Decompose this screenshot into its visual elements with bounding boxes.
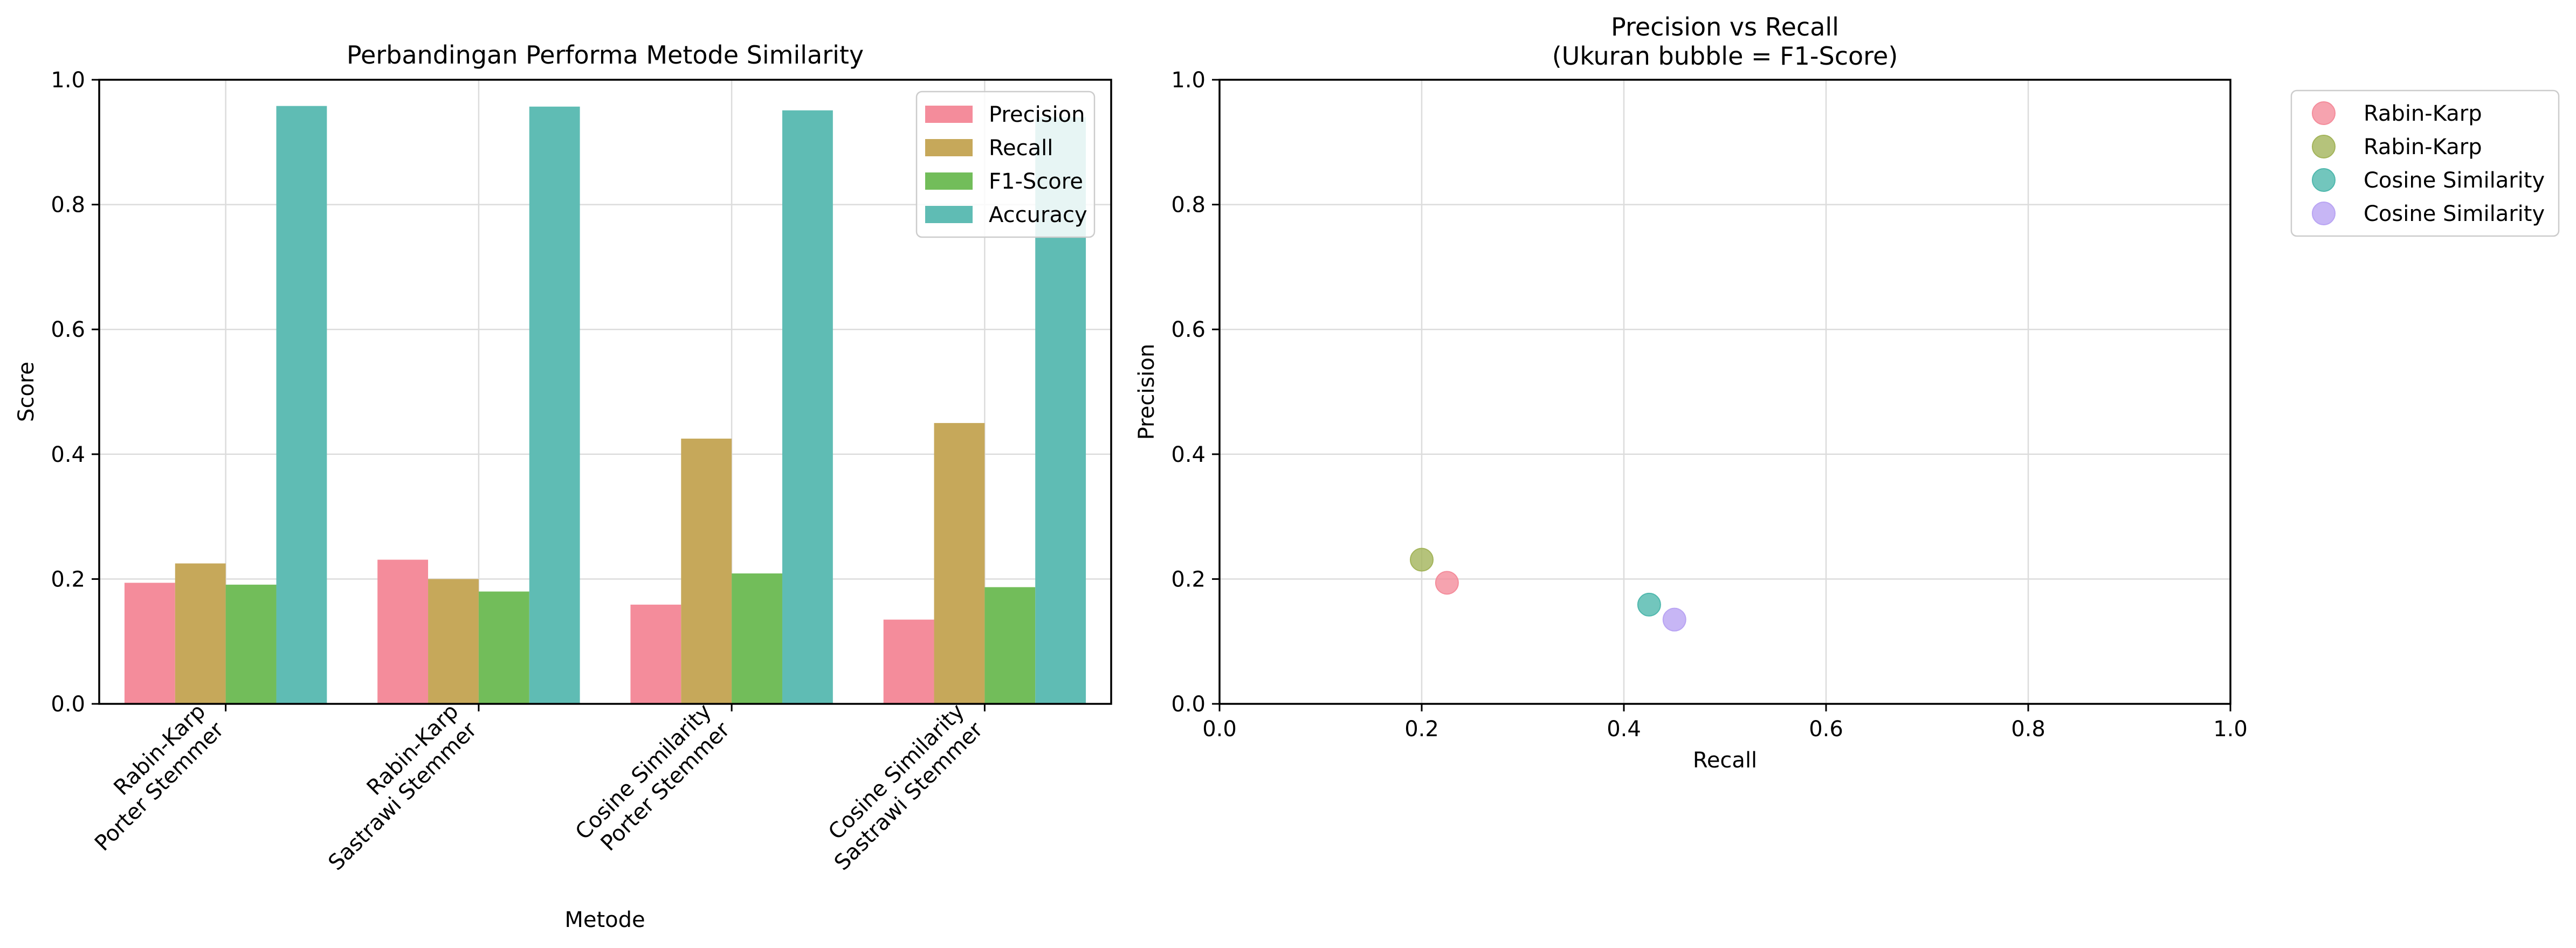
bar-precision [883,619,934,704]
bar-chart-bars [124,106,1086,704]
scatter-x-tick-label: 0.2 [1404,717,1439,742]
scatter-legend-label: Rabin-Karp [2364,135,2482,160]
scatter-chart-frame [1218,79,2231,705]
bar-chart-title: Perbandingan Performa Metode Similarity [347,40,864,70]
bar-y-tick-label: 0.2 [51,567,85,592]
scatter-y-tick-label: 0.2 [1171,567,1206,592]
scatter-chart-title-line-1: Precision vs Recall [1611,12,1839,41]
scatter-x-tick-label: 0.4 [1607,717,1641,742]
bar-y-tick-label: 1.0 [51,68,85,93]
bar-legend-label: Precision [989,102,1085,127]
scatter-legend-label: Cosine Similarity [2364,168,2545,193]
bar-legend-label: Accuracy [989,203,1087,227]
bar-y-tick-label: 0.8 [51,193,85,218]
scatter-legend-label: Rabin-Karp [2364,101,2482,126]
scatter-x-tick-label: 0.6 [1809,717,1843,742]
scatter-x-tick-label: 1.0 [2213,717,2248,742]
scatter-chart-y-axis-label: Precision [1134,344,1159,440]
scatter-legend-label: Cosine Similarity [2364,202,2545,226]
bar-y-tick-label: 0.6 [51,317,85,342]
scatter-chart-x-axis-label: Recall [1693,748,1757,773]
scatter-chart-grid [1218,79,2231,705]
scatter-chart-legend: Rabin-Karp Rabin-Karp Cosine Similarity Cos… [2290,89,2560,237]
bar-chart-legend: Precision Recall F1-Score Accuracy [915,91,1096,238]
scatter-y-tick-label: 0.0 [1171,692,1206,717]
bar-legend-swatch [925,206,973,223]
bar-legend-swatch [925,139,973,156]
bar-accuracy [529,106,580,704]
bar-x-tick-label-line: Sastrawi Stemmer [323,717,482,876]
bar-precision [630,604,681,704]
scatter-x-tick-label: 0.8 [2011,717,2045,742]
scatter-legend-box [2290,89,2560,237]
scatter-point [1637,592,1661,617]
bar-legend-label: Recall [989,136,1053,161]
bar-legend-swatch [925,172,973,190]
bar-legend-swatch [925,106,973,123]
bar-accuracy [782,110,833,704]
bar-recall [934,423,985,704]
scatter-legend-marker [2312,202,2336,225]
scatter-chart-title-line-2: (Ukuran bubble = F1-Score) [1552,41,1898,71]
bar-chart-frame [98,79,1112,705]
bar-legend-label: F1-Score [989,169,1083,194]
bar-accuracy [276,106,327,704]
bar-x-tick-label-line: Sastrawi Stemmer [830,717,988,876]
bar-precision [124,583,175,704]
bar-f1-score [732,573,782,704]
bar-chart-y-axis-label: Score [14,362,39,422]
scatter-y-tick-label: 0.4 [1171,442,1206,467]
scatter-chart: 0.0 0.2 0.4 0.6 0.8 1.0 0.0 0.2 0.4 0.6 0.8 1.0 Pr… [1134,12,2560,773]
scatter-point [1662,607,1686,632]
scatter-chart-x-ticks: 0.0 0.2 0.4 0.6 0.8 1.0 [1202,704,2248,742]
bar-f1-score [478,591,529,704]
scatter-legend-marker [2312,101,2336,125]
bar-recall [681,438,732,704]
bar-chart-x-axis-label: Metode [564,908,645,932]
bar-chart-y-ticks: 0.0 0.2 0.4 0.6 0.8 1.0 [51,68,99,717]
scatter-point [1410,548,1434,572]
bar-precision [377,559,429,704]
scatter-legend-marker [2312,168,2336,192]
bar-y-tick-label: 0.4 [51,442,85,467]
scatter-x-tick-label: 0.0 [1202,717,1237,742]
bar-legend-box [915,91,1096,238]
scatter-y-tick-label: 0.6 [1171,317,1206,342]
bar-recall [428,579,479,704]
bar-recall [175,563,226,704]
scatter-y-tick-label: 0.8 [1171,193,1206,218]
scatter-legend-marker [2312,135,2336,158]
scatter-chart-y-ticks: 0.0 0.2 0.4 0.6 0.8 1.0 [1171,68,1220,717]
scatter-point [1435,571,1459,595]
bar-f1-score [984,587,1036,704]
bar-y-tick-label: 0.0 [51,692,85,717]
scatter-y-tick-label: 1.0 [1171,68,1206,93]
bar-f1-score [225,584,277,704]
scatter-chart-points [1410,548,1686,632]
